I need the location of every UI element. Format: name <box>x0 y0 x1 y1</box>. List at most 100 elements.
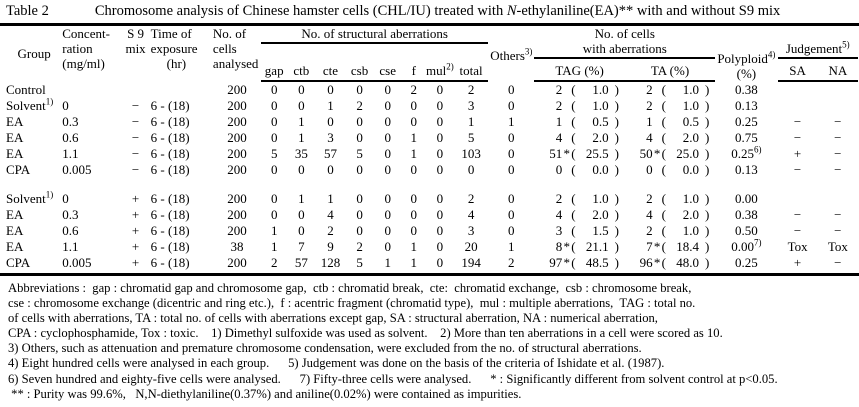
ta-paren-open: ( <box>661 114 667 129</box>
tag-count: 2 <box>555 191 563 206</box>
cell-group: EA <box>6 114 62 130</box>
cell-cte: 3 <box>327 130 334 145</box>
cell-cte: 57 <box>323 146 337 161</box>
cell-time: 6 - (18) <box>150 239 190 254</box>
cell-others: 2 <box>508 255 515 270</box>
cell-group: CPA <box>6 162 62 178</box>
tag-paren-close: ) <box>614 223 619 238</box>
col-header-csb: csb <box>345 59 374 82</box>
cell-judgement-na: − <box>834 255 842 270</box>
cell-total: 1 <box>467 114 475 129</box>
cell-time: 6 - (18) <box>150 114 190 129</box>
cell-polyploid: 0.007) <box>715 238 777 255</box>
cell-judgement-sa: − <box>793 223 802 238</box>
cell-conc: 0 <box>62 98 69 113</box>
cell-time: 6 - (18) <box>150 98 190 113</box>
cell-polyploid: 0.38 <box>715 81 777 98</box>
polyploid-row-footnote-mark: 6) <box>753 144 762 155</box>
ta-paren-close: ) <box>705 223 710 238</box>
col-header-others: Others3) <box>490 46 533 63</box>
col-header-cte: cte <box>315 59 346 82</box>
cell-cells: 200 <box>227 223 247 238</box>
tag-count: 97 <box>549 255 563 270</box>
group-label: CPA <box>6 255 31 270</box>
cell-mul: 0 <box>436 162 444 177</box>
tag-significance-star: * <box>563 146 571 161</box>
cell-judgement-sa: Tox <box>787 239 808 254</box>
ta-percent: 1.0 <box>682 98 700 113</box>
cell-total: 103 <box>461 146 481 161</box>
cell-total: 0 <box>467 162 475 177</box>
tag-paren-close: ) <box>614 207 619 222</box>
cell-conc <box>62 81 120 98</box>
polyploid-value: 0.13 <box>734 162 758 177</box>
cell-total: 2 <box>467 82 475 97</box>
ta-count: 4 <box>646 207 653 222</box>
table-title: Table 2 Chromosome analysis of Chinese h… <box>0 0 859 20</box>
cell-ta: 50*(25.0) <box>625 146 715 162</box>
col-header-sa: SA <box>777 59 818 82</box>
polyploid-value: 0.75 <box>734 130 758 145</box>
ta-percent: 0.0 <box>682 162 700 177</box>
col-header-ta: TA (%) <box>624 59 716 82</box>
footnote-line: cse : chromosome exchange (dicentric and… <box>8 296 696 311</box>
cell-judgement-sa <box>778 191 818 207</box>
ta-percent: 2.0 <box>682 207 700 222</box>
cell-cse: 0 <box>384 207 391 222</box>
tag-percent: 2.0 <box>592 130 609 145</box>
tag-paren-open: ( <box>571 82 576 97</box>
polyploid-value: 0.00 <box>734 191 758 206</box>
ta-paren-open: ( <box>661 239 667 254</box>
polyploid-value: 0.50 <box>734 223 758 238</box>
cell-polyploid: 0.00 <box>715 191 777 207</box>
cell-conc: 0 <box>62 191 69 206</box>
cell-time <box>151 81 213 98</box>
group-header-cells-with-aberrations: No. of cells with aberrations <box>534 26 716 59</box>
cell-ctb: 0 <box>298 82 305 97</box>
ta-significance-star: * <box>653 239 661 254</box>
ta-paren-open: ( <box>661 223 667 238</box>
cell-cte: 0 <box>327 114 334 129</box>
tag-count: 2 <box>555 98 563 113</box>
cell-judgement-sa: − <box>793 114 802 129</box>
cell-judgement-sa <box>778 81 818 98</box>
cell-group: EA <box>6 223 62 239</box>
cell-s9: + <box>131 255 140 270</box>
ta-count: 2 <box>646 223 653 238</box>
cell-ctb: 0 <box>298 223 305 238</box>
table-row: CPA 0.005−6 - (18) 200 0 0 0 0 0 0 0 0 0 0(0.0) 0(0.0… <box>6 162 858 178</box>
cell-gap: 1 <box>270 239 278 254</box>
col-header-concentration: Concent- ration (mg/ml) <box>62 26 110 71</box>
table-title-text: Chromosome analysis of Chinese hamster c… <box>95 3 780 20</box>
ta-significance-star: * <box>653 146 661 161</box>
tag-paren-close: ) <box>614 255 619 270</box>
group-label: Solvent <box>6 191 46 206</box>
cell-tag: 2 (1.0) <box>534 81 624 98</box>
title-italic-n: N <box>506 3 517 19</box>
tag-paren-open: ( <box>571 98 576 113</box>
cell-polyploid: 0.75 <box>715 130 777 146</box>
col-header-total: total <box>453 59 489 82</box>
group-label: Solvent <box>6 98 46 113</box>
tag-percent: 21.1 <box>585 239 609 254</box>
ta-paren-close: ) <box>705 114 710 129</box>
cell-cse: 0 <box>384 223 391 238</box>
cell-polyploid: 0.13 <box>715 162 777 178</box>
title-pre: Chromosome analysis of Chinese hamster c… <box>94 3 507 19</box>
cell-others: 0 <box>508 146 515 161</box>
tag-paren-close: ) <box>614 146 619 161</box>
col-header-mul: mul2) <box>425 59 454 82</box>
ta-percent: 0.5 <box>682 114 700 129</box>
cell-ta: 4 (2.0) <box>625 207 715 223</box>
cell-group: Solvent1) <box>6 190 62 207</box>
cell-cells: 200 <box>227 207 247 222</box>
cell-cte: 0 <box>327 162 334 177</box>
ta-percent: 1.0 <box>682 191 700 206</box>
tag-count: 4 <box>555 207 563 222</box>
cell-judgement-sa: + <box>793 255 802 270</box>
ta-paren-close: ) <box>705 146 710 161</box>
ta-percent: 18.4 <box>676 239 700 254</box>
table-row: EA 0.6 +6 - (18) 200 1 0 2 0 0 0 0 3 0 3(1.5) 2(1.0) 0.… <box>6 223 858 239</box>
others-footnote-mark: 3) <box>524 46 533 57</box>
cell-others: 0 <box>508 191 515 206</box>
